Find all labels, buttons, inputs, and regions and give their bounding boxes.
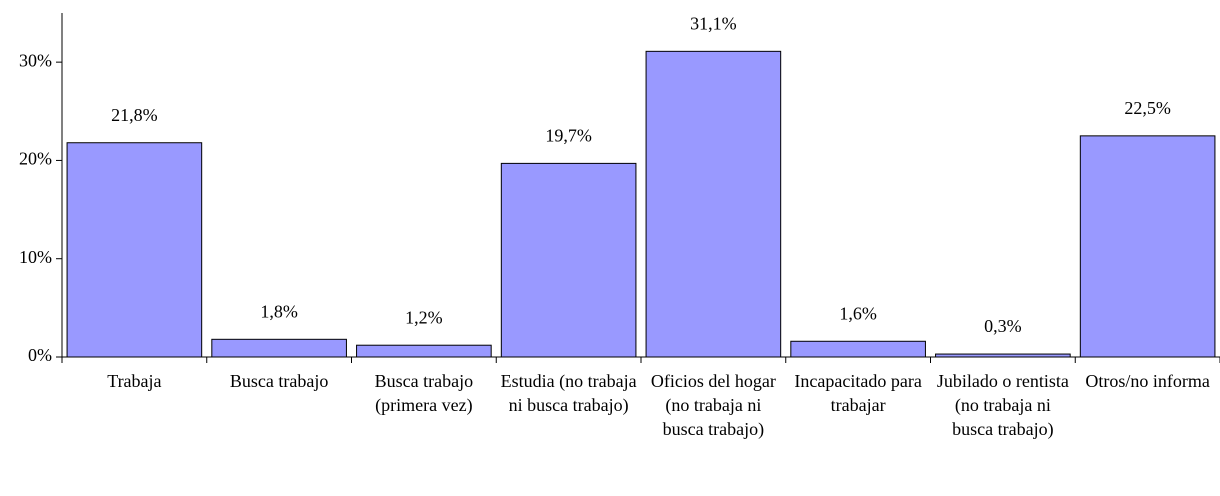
value-label: 31,1% [690, 13, 737, 33]
x-tick-label: Oficios del hogar (no trabaja ni busca t… [650, 371, 776, 439]
y-tick-label: 0% [28, 345, 52, 365]
x-tick-label: Otros/no informa [1085, 371, 1210, 391]
x-tick-label-box: Otros/no informa [1085, 371, 1210, 391]
x-tick-label: Busca trabajo (primera vez) [374, 371, 474, 415]
y-tick-label: 20% [19, 149, 52, 169]
bar [66, 142, 203, 358]
x-tick-label-box: Estudia (no trabaja ni busca trabajo) [500, 371, 637, 415]
x-tick-label-box: Busca trabajo (primera vez) [374, 371, 474, 415]
value-label: 21,8% [111, 105, 158, 125]
x-tick-label-box: Jubilado o rentista (no trabaja ni busca… [936, 371, 1069, 439]
bar [211, 338, 347, 358]
x-tick-label-box: Oficios del hogar (no trabaja ni busca t… [650, 371, 776, 439]
bar [1079, 135, 1216, 358]
x-tick-label: Jubilado o rentista (no trabaja ni busca… [936, 371, 1069, 439]
x-tick-label: Busca trabajo [229, 371, 329, 391]
value-label: 19,7% [545, 126, 592, 146]
x-tick-label-box: Busca trabajo [229, 371, 329, 391]
bar [645, 50, 782, 358]
value-label: 1,2% [405, 307, 443, 327]
bar [935, 353, 1071, 358]
x-tick-label: Estudia (no trabaja ni busca trabajo) [500, 371, 637, 415]
value-label: 1,6% [839, 303, 877, 323]
bar [356, 344, 492, 358]
x-tick-label-box: Trabaja [107, 371, 162, 391]
bar [500, 162, 637, 358]
y-tick-label: 30% [19, 50, 52, 70]
value-label: 0,3% [984, 316, 1022, 336]
bar [790, 340, 926, 358]
value-label: 22,5% [1124, 98, 1171, 118]
value-label: 1,8% [260, 301, 298, 321]
x-tick-label: Trabaja [107, 371, 162, 391]
x-tick-label: Incapacitado para trabajar [794, 371, 922, 415]
x-tick-label-box: Incapacitado para trabajar [794, 371, 922, 415]
y-tick-label: 10% [19, 247, 52, 267]
